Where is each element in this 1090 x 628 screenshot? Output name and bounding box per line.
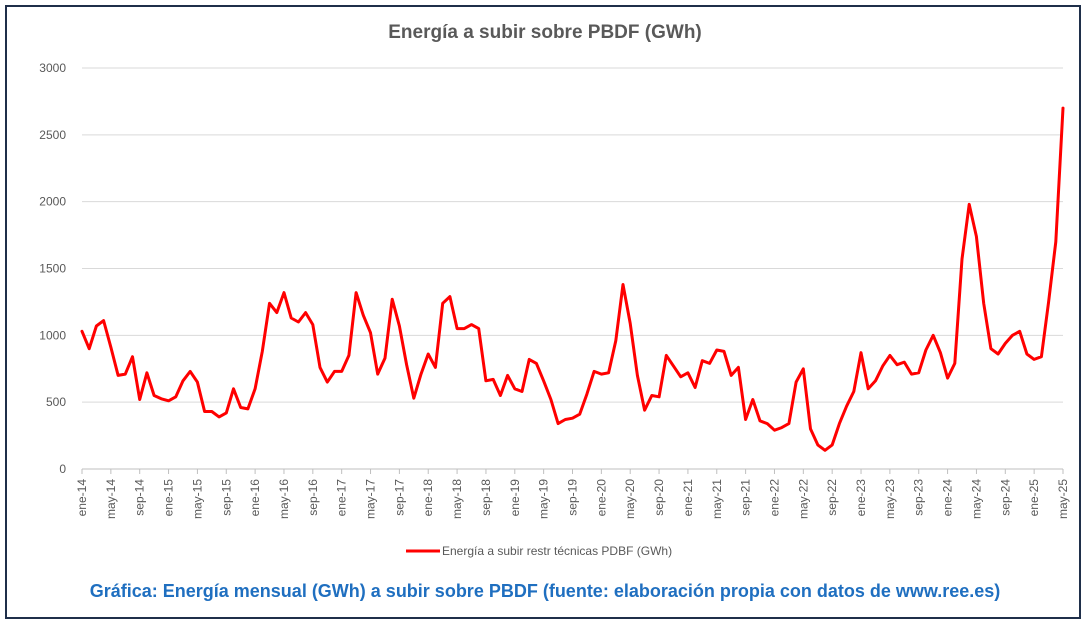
chart-caption: Gráfica: Energía mensual (GWh) a subir s… — [89, 581, 1001, 601]
x-tick-label: may-25 — [1056, 479, 1070, 519]
y-tick-label: 2000 — [39, 195, 66, 209]
x-tick-label: ene-16 — [248, 479, 262, 517]
x-tick-label: ene-17 — [335, 479, 349, 517]
x-tick-label: may-18 — [450, 479, 464, 519]
x-tick-label: sep-22 — [825, 479, 839, 516]
y-tick-label: 2500 — [39, 128, 66, 142]
x-tick-label: sep-21 — [739, 479, 753, 516]
x-tick-label: ene-22 — [767, 479, 781, 517]
y-axis-ticks: 0 500 1000 1500 2000 2500 3000 — [39, 61, 66, 476]
x-tick-label: sep-18 — [479, 479, 493, 516]
series-line — [80, 106, 1065, 452]
y-tick-label: 3000 — [39, 61, 66, 75]
y-tick-label: 1000 — [39, 328, 66, 342]
x-tick-label: may-15 — [190, 479, 204, 519]
x-tick-label: sep-19 — [566, 479, 580, 516]
grid-lines — [82, 67, 1063, 470]
x-tick-label: may-20 — [623, 479, 637, 519]
x-tick-label: may-19 — [537, 479, 551, 519]
series-group — [80, 106, 1065, 452]
x-tick-label: ene-19 — [508, 479, 522, 517]
chart-title: Energía a subir sobre PBDF (GWh) — [388, 22, 702, 43]
y-tick-label: 1500 — [39, 262, 66, 276]
x-tick-label: ene-20 — [594, 479, 608, 517]
x-tick-label: sep-17 — [392, 479, 406, 516]
x-tick-label: may-14 — [104, 479, 118, 519]
chart-frame — [5, 5, 1081, 619]
x-tick-label: sep-16 — [306, 479, 320, 516]
x-tick-label: may-23 — [883, 479, 897, 519]
legend-label: Energía a subir restr técnicas PDBF (GWh… — [442, 544, 672, 558]
x-tick-label: ene-24 — [941, 479, 955, 517]
y-tick-label: 0 — [59, 462, 66, 476]
x-tick-label: may-24 — [969, 479, 983, 519]
x-tick-label: may-21 — [710, 479, 724, 519]
x-tick-label: ene-25 — [1027, 479, 1041, 517]
x-tick-label: sep-15 — [219, 479, 233, 516]
x-tick-label: ene-23 — [854, 479, 868, 517]
x-tick-label: sep-24 — [998, 479, 1012, 516]
x-tick-label: may-22 — [796, 479, 810, 519]
x-axis-ticks: ene-14 may-14 sep-14 ene-15 may-15 sep-15 ene-… — [75, 469, 1070, 519]
y-tick-label: 500 — [46, 395, 66, 409]
x-tick-label: sep-20 — [652, 479, 666, 516]
x-tick-label: may-17 — [364, 479, 378, 519]
x-tick-label: sep-14 — [133, 479, 147, 516]
legend: Energía a subir restr técnicas PDBF (GWh… — [406, 544, 672, 558]
x-tick-label: ene-15 — [162, 479, 176, 517]
x-tick-label: may-16 — [277, 479, 291, 519]
x-tick-label: ene-18 — [421, 479, 435, 517]
x-tick-label: ene-14 — [75, 479, 89, 517]
x-tick-label: ene-21 — [681, 479, 695, 517]
x-tick-label: sep-23 — [912, 479, 926, 516]
